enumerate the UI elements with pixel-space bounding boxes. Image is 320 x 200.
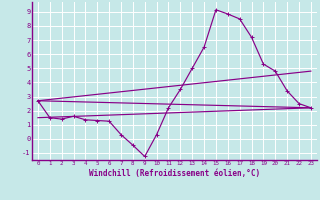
- X-axis label: Windchill (Refroidissement éolien,°C): Windchill (Refroidissement éolien,°C): [89, 169, 260, 178]
